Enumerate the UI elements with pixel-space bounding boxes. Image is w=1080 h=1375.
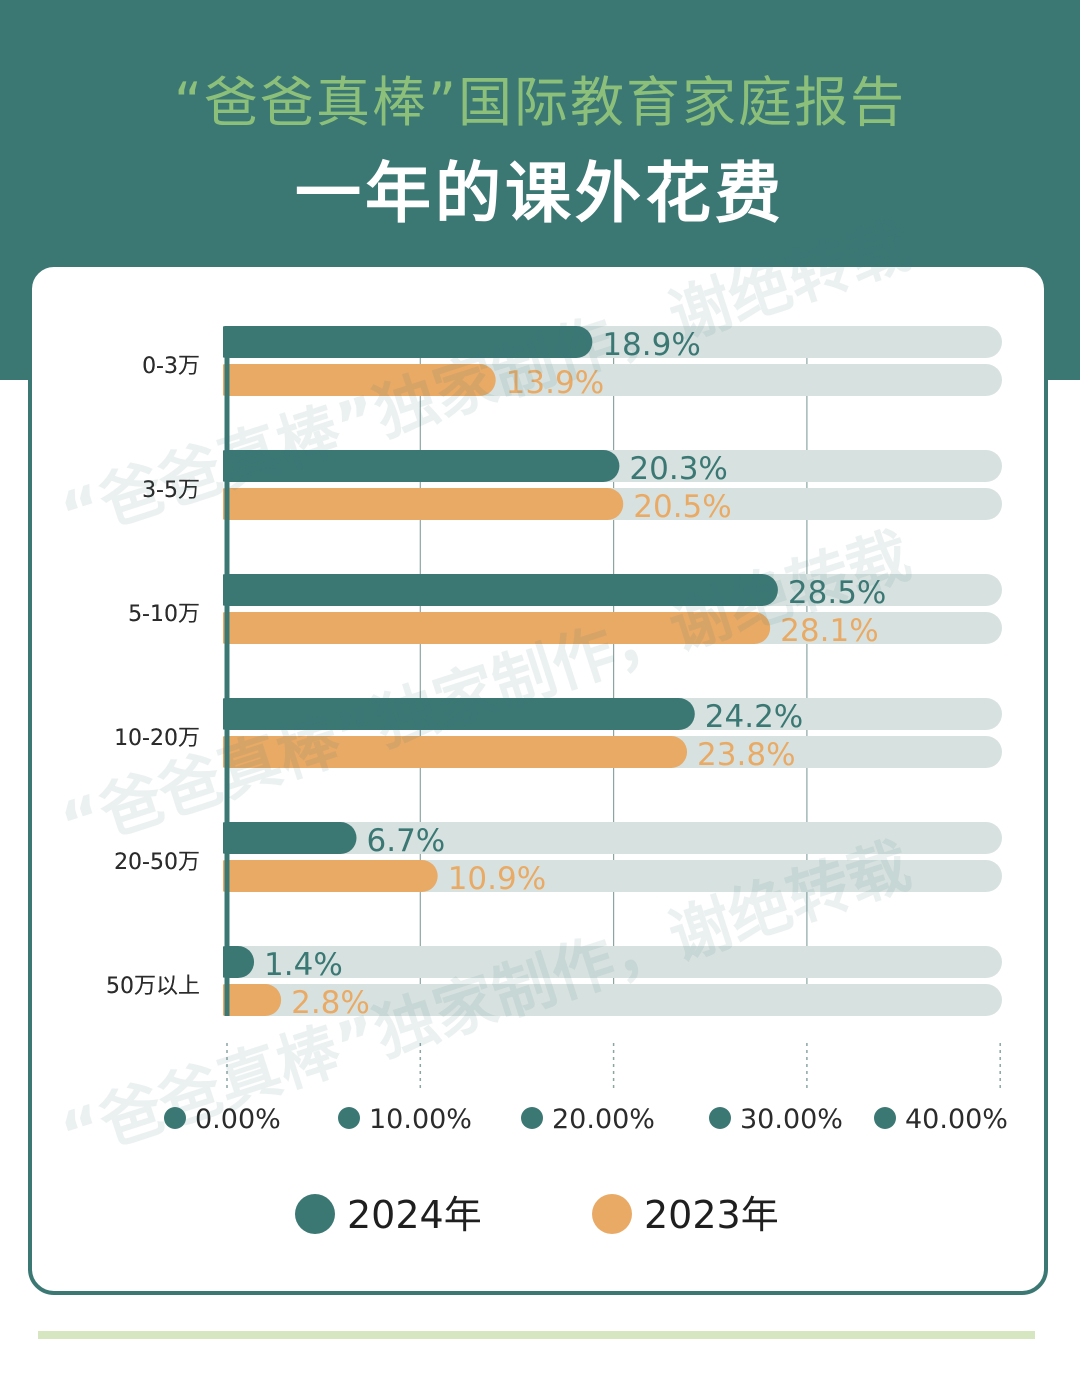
bar-2024 xyxy=(211,574,778,606)
bar-track xyxy=(227,822,1002,854)
category-label: 5-10万 xyxy=(128,602,200,627)
tick-label: 10.00% xyxy=(369,1104,472,1135)
category-label: 50万以上 xyxy=(106,974,200,999)
axis-mask xyxy=(190,320,223,1020)
tick-dot xyxy=(164,1107,186,1129)
tick-dot xyxy=(521,1107,543,1129)
bar-2024 xyxy=(211,822,357,854)
category-label: 50万以上 xyxy=(106,974,200,999)
bar-2024 xyxy=(211,450,620,482)
bar-2023 xyxy=(211,364,496,396)
bottom-divider xyxy=(38,1331,1035,1339)
category-label: 10-20万 xyxy=(114,726,200,751)
data-label: 1.4% xyxy=(264,947,343,983)
legend-label: 2024年 xyxy=(347,1193,482,1237)
data-label: 20.3% xyxy=(629,451,727,487)
tick-label: 0.00% xyxy=(195,1104,281,1135)
bar-2023 xyxy=(211,612,771,644)
tick-dot xyxy=(338,1107,360,1129)
bar-2024 xyxy=(211,698,695,730)
category-label: 3-5万 xyxy=(142,478,200,503)
tick-dot xyxy=(709,1107,731,1129)
tick-dot xyxy=(874,1107,896,1129)
report-title: “爸爸真棒”国际教育家庭报告 xyxy=(174,71,906,134)
data-label: 18.9% xyxy=(602,327,700,363)
bar-2023 xyxy=(211,488,624,520)
data-label: 20.5% xyxy=(633,489,731,525)
legend-swatch-2024 xyxy=(295,1194,335,1234)
bar-2023 xyxy=(211,736,688,768)
category-label: 20-50万 xyxy=(114,850,200,875)
category-label: 20-50万 xyxy=(114,850,200,875)
bar-track xyxy=(227,984,1002,1016)
data-label: 10.9% xyxy=(448,861,546,897)
bar-2024 xyxy=(211,326,593,358)
legend-label: 2023年 xyxy=(644,1193,779,1237)
data-label: 6.7% xyxy=(367,823,446,859)
tick-label: 30.00% xyxy=(740,1104,843,1135)
data-label: 28.5% xyxy=(788,575,886,611)
bar-2023 xyxy=(211,860,438,892)
data-label: 13.9% xyxy=(506,365,604,401)
category-label: 0-3万 xyxy=(142,354,200,379)
category-label: 5-10万 xyxy=(128,602,200,627)
data-label: 24.2% xyxy=(705,699,803,735)
bar-track xyxy=(227,946,1002,978)
data-label: 2.8% xyxy=(291,985,370,1021)
category-label: 10-20万 xyxy=(114,726,200,751)
data-label: 28.1% xyxy=(780,613,878,649)
tick-label: 20.00% xyxy=(552,1104,655,1135)
tick-label: 40.00% xyxy=(905,1104,1008,1135)
legend-swatch-2023 xyxy=(592,1194,632,1234)
data-label: 23.8% xyxy=(697,737,795,773)
page-title: 一年的课外花费 xyxy=(295,155,785,232)
